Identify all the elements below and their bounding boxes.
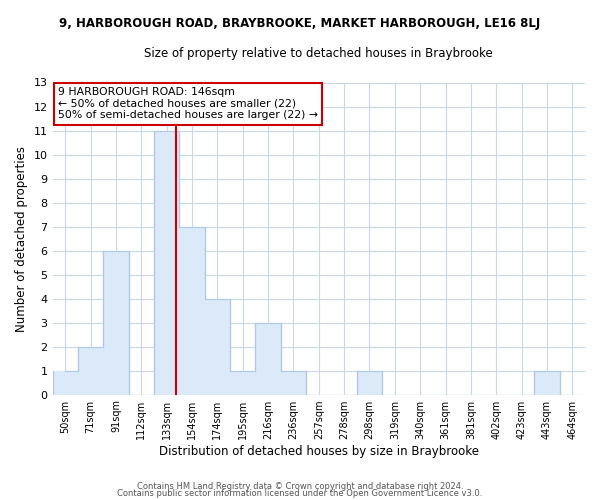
Y-axis label: Number of detached properties: Number of detached properties [15,146,28,332]
Text: 9, HARBOROUGH ROAD, BRAYBROOKE, MARKET HARBOROUGH, LE16 8LJ: 9, HARBOROUGH ROAD, BRAYBROOKE, MARKET H… [59,18,541,30]
Text: 9 HARBOROUGH ROAD: 146sqm
← 50% of detached houses are smaller (22)
50% of semi-: 9 HARBOROUGH ROAD: 146sqm ← 50% of detac… [58,87,318,120]
Text: Contains HM Land Registry data © Crown copyright and database right 2024.: Contains HM Land Registry data © Crown c… [137,482,463,491]
Title: Size of property relative to detached houses in Braybrooke: Size of property relative to detached ho… [145,48,493,60]
Text: Contains public sector information licensed under the Open Government Licence v3: Contains public sector information licen… [118,490,482,498]
X-axis label: Distribution of detached houses by size in Braybrooke: Distribution of detached houses by size … [159,444,479,458]
